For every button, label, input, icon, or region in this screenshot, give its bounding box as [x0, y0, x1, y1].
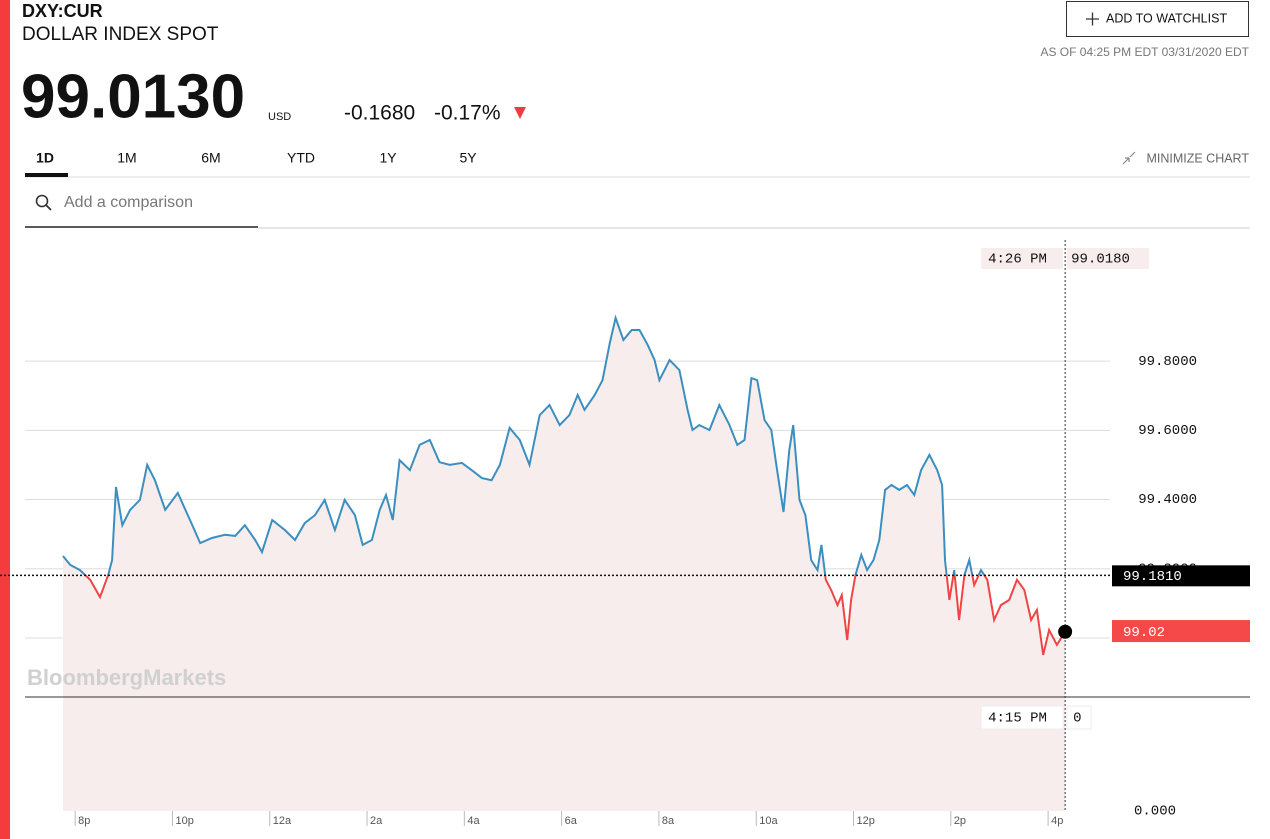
y-tick-label: 99.4000 — [1138, 492, 1197, 508]
currency: USD — [268, 111, 291, 123]
range-tab[interactable]: YTD — [287, 150, 315, 166]
x-tick-label: 8p — [78, 815, 90, 827]
x-tick-label: 4p — [1051, 815, 1063, 827]
watermark: BloombergMarkets — [27, 665, 226, 690]
change-pct: -0.17% — [434, 102, 501, 125]
down-arrow — [514, 107, 526, 119]
instrument-name: DOLLAR INDEX SPOT — [22, 24, 219, 45]
reference-label: 99.1810 — [1123, 569, 1182, 585]
x-tick-label: 12a — [273, 815, 292, 827]
plus-icon[interactable] — [1086, 12, 1099, 26]
price: 99.0130 — [21, 62, 245, 131]
crosshair-time-box — [981, 248, 1064, 269]
active-tab-underline — [25, 173, 68, 177]
range-tab[interactable]: 1Y — [379, 150, 397, 166]
range-tab[interactable]: 1M — [117, 150, 136, 166]
area — [63, 317, 1066, 811]
x-tick-label: 12p — [857, 815, 875, 827]
x-tick-label: 8a — [662, 815, 675, 827]
y2-tick-label: 0.000 — [1134, 804, 1176, 820]
price-line-above — [62, 314, 986, 576]
button-label[interactable]: ADD TO WATCHLIST — [1106, 11, 1227, 25]
accent-bar — [0, 0, 10, 839]
minimize-label[interactable]: MINIMIZE CHART — [1146, 151, 1249, 165]
x-tick-label: 10a — [759, 815, 778, 827]
search-icon-handle[interactable] — [45, 204, 52, 211]
as-of: AS OF 04:25 PM EDT 03/31/2020 EDT — [1040, 45, 1249, 59]
y-tick-label: 99.6000 — [1138, 423, 1197, 439]
volume-time: 4:15 PM — [988, 711, 1047, 727]
crosshair-time: 4:26 PM — [988, 252, 1047, 268]
x-tick-label: 2a — [370, 815, 383, 827]
x-tick-label: 4a — [467, 815, 480, 827]
search-box[interactable]: Add a comparison — [25, 194, 258, 228]
volume-value-box — [1066, 705, 1092, 730]
crosshair-value-box — [1067, 248, 1150, 269]
range-tab[interactable]: 6M — [201, 150, 220, 166]
ticker: DXY:CUR — [22, 1, 103, 21]
last-value-label: 99.02 — [1123, 625, 1165, 641]
change: -0.1680 — [344, 102, 415, 125]
last-value-box — [1112, 620, 1250, 643]
y-tick-label: 99.8000 — [1138, 354, 1197, 370]
watchlist-button[interactable]: ADD TO WATCHLIST — [1066, 1, 1249, 37]
range-tab[interactable]: 1D — [36, 150, 54, 166]
x-tick-label: 10p — [175, 815, 193, 827]
range-tab[interactable]: 5Y — [459, 150, 477, 166]
x-tick-label: 6a — [565, 815, 578, 827]
volume-value: 0 — [1073, 711, 1081, 727]
last-point — [1058, 624, 1073, 639]
x-tick-label: 2p — [954, 815, 966, 827]
crosshair-value: 99.0180 — [1071, 252, 1130, 268]
minimize-chart[interactable]: MINIMIZE CHART — [1122, 151, 1249, 165]
reference-box — [1112, 565, 1250, 587]
search-placeholder[interactable]: Add a comparison — [64, 194, 193, 211]
volume-time-box — [980, 705, 1064, 730]
minimize-icon[interactable] — [1122, 151, 1136, 165]
search-icon[interactable] — [35, 194, 49, 208]
